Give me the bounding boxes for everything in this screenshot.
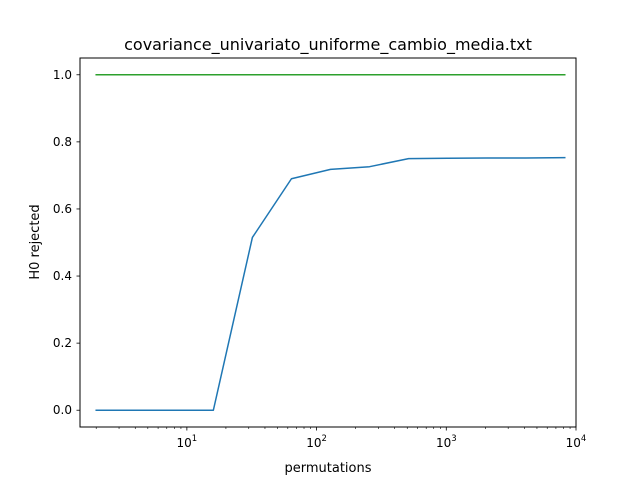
y-tick-label: 0.4 <box>53 269 72 283</box>
x-tick-label: 103 <box>436 434 457 450</box>
plot-layer <box>95 74 566 411</box>
y-tick-label: 0.8 <box>53 135 72 149</box>
chart-title: covariance_univariato_uniforme_cambio_me… <box>124 35 532 55</box>
y-tick-label: 1.0 <box>53 68 72 82</box>
plot-frame <box>79 57 577 428</box>
y-axis-label: H0 rejected <box>28 204 43 279</box>
x-tick-label: 104 <box>566 434 587 450</box>
x-axis: 101 102 103 104 <box>95 427 587 450</box>
y-tick-label: 0.0 <box>53 403 72 417</box>
series-line-1 <box>95 156 566 411</box>
y-tick-label: 0.2 <box>53 336 72 350</box>
y-axis: 0.0 0.2 0.4 0.6 0.8 1.0 <box>53 68 80 417</box>
x-tick-label: 102 <box>306 434 327 450</box>
x-tick-label: 101 <box>177 434 198 450</box>
y-tick-label: 0.6 <box>53 202 72 216</box>
x-axis-label: permutations <box>284 461 371 476</box>
